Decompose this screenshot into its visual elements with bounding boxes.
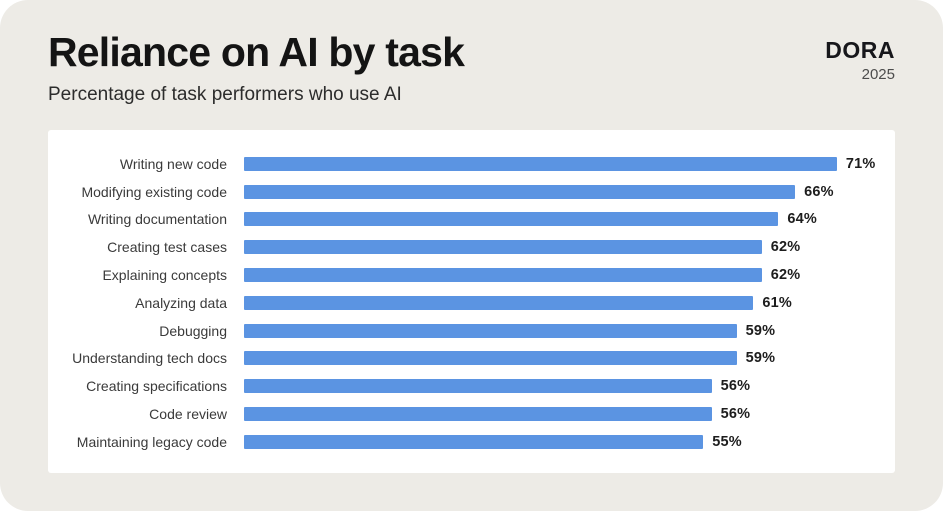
- bar: [244, 295, 754, 310]
- category-label: Creating specifications: [86, 378, 227, 395]
- category-label: Creating test cases: [107, 239, 227, 256]
- bar: [244, 379, 712, 394]
- bar: [244, 351, 737, 366]
- chart-card: Writing new code 71% Modifying existing co…: [48, 130, 895, 473]
- bar: [244, 323, 737, 338]
- value-label: 59%: [745, 322, 776, 339]
- bar-row: Maintaining legacy code 55%: [48, 428, 895, 456]
- value-label: 56%: [720, 378, 751, 395]
- value-label: 55%: [712, 433, 742, 450]
- value-label: 56%: [720, 406, 751, 423]
- value-label: 62%: [770, 267, 801, 284]
- bar: [244, 434, 704, 449]
- bar-row: Creating specifications 56%: [48, 372, 895, 400]
- bar-chart: Writing new code 71% Modifying existing co…: [48, 150, 895, 456]
- category-label: Maintaining legacy code: [76, 433, 227, 450]
- category-label: Writing new code: [119, 155, 227, 172]
- bar-row: Understanding tech docs 59%: [48, 345, 895, 373]
- bar-row: Modifying existing code 66%: [48, 178, 895, 206]
- dora-logo: DORA: [825, 37, 895, 63]
- bar: [244, 184, 796, 199]
- bar-row: Writing new code 71%: [48, 150, 895, 178]
- bar: [244, 268, 762, 283]
- bar: [244, 407, 712, 422]
- bar-row: Analyzing data 61%: [48, 289, 895, 317]
- value-label: 66%: [804, 183, 834, 200]
- bar: [244, 156, 837, 171]
- brand-year: 2025: [861, 66, 895, 83]
- value-label: 64%: [787, 211, 818, 228]
- bar-row: Explaining concepts 62%: [48, 261, 895, 289]
- category-label: Modifying existing code: [81, 183, 227, 200]
- bar-row: Creating test cases 62%: [48, 233, 895, 261]
- category-label: Code review: [149, 406, 227, 423]
- category-label: Debugging: [159, 322, 227, 339]
- header: Reliance on AI by task Percentage of tas…: [0, 0, 943, 106]
- page-subtitle: Percentage of task performers who use AI: [48, 84, 402, 106]
- bar: [244, 240, 762, 255]
- bar: [244, 212, 779, 227]
- header-text: Reliance on AI by task Percentage of tas…: [48, 29, 465, 106]
- value-label: 71%: [845, 155, 876, 172]
- brand-block: DORA 2025: [825, 30, 895, 84]
- bar-row: Code review 56%: [48, 400, 895, 428]
- bar-row: Debugging 59%: [48, 317, 895, 345]
- page-title: Reliance on AI by task: [48, 29, 465, 75]
- value-label: 62%: [770, 239, 801, 256]
- value-label: 61%: [762, 294, 792, 311]
- category-label: Analyzing data: [135, 294, 227, 311]
- value-label: 59%: [745, 350, 776, 367]
- category-label: Understanding tech docs: [72, 350, 227, 367]
- category-label: Writing documentation: [87, 211, 227, 228]
- bar-row: Writing documentation 64%: [48, 206, 895, 234]
- category-label: Explaining concepts: [102, 267, 227, 284]
